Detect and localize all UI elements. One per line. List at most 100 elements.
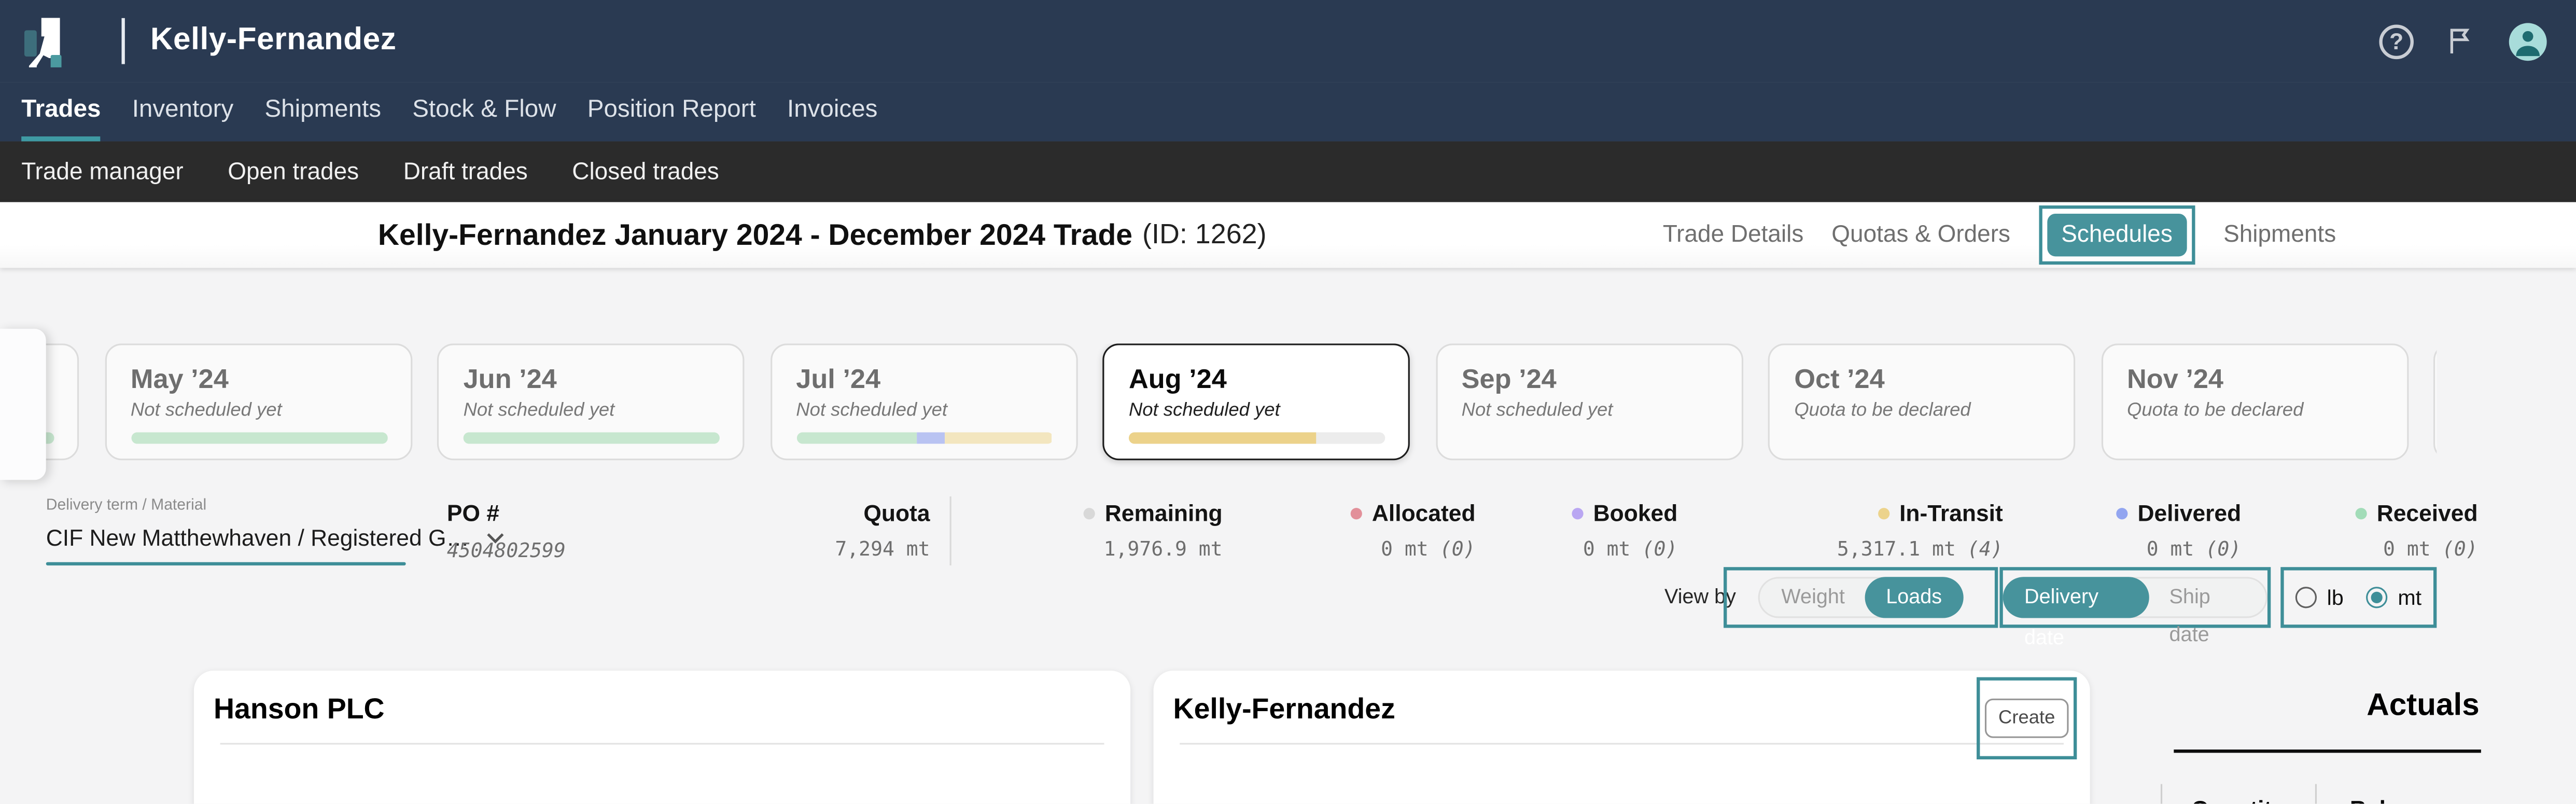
stat-label-row: Quota — [835, 500, 930, 526]
brand-divider — [121, 18, 124, 64]
month-label: Aug ’24 — [1128, 365, 1227, 395]
create-focus-ring: Create — [1977, 677, 2077, 759]
date-option-ship-date[interactable]: Ship date — [2169, 585, 2210, 646]
remaining-dot — [1083, 507, 1095, 519]
help-icon[interactable]: ? — [2379, 23, 2414, 59]
nav-item-stock-flow[interactable]: Stock & Flow — [412, 95, 556, 123]
delivered-dot — [2116, 507, 2128, 519]
select-value: CIF New Matthewhaven / Registered G… — [46, 524, 469, 551]
card-divider — [220, 743, 1104, 745]
stat-label-row: Booked — [1572, 500, 1677, 526]
month-card-jun-24[interactable]: Jun ’24 Not scheduled yet — [437, 343, 745, 461]
tab-focus-ring: Schedules — [2038, 205, 2196, 265]
month-card-nov-24[interactable]: Nov ’24 Quota to be declared — [2101, 343, 2408, 461]
create-button[interactable]: Create — [1985, 698, 2068, 738]
tab-trade-details[interactable]: Trade Details — [1662, 221, 1804, 248]
card-title: Hanson PLC — [213, 692, 385, 725]
carousel-left-edge[interactable] — [0, 328, 46, 480]
nav-item-invoices[interactable]: Invoices — [787, 95, 878, 123]
subnav-item-draft-trades[interactable]: Draft trades — [403, 158, 528, 185]
user-avatar[interactable] — [2509, 22, 2547, 60]
stats-divider — [949, 496, 951, 566]
stat-value: 7,294 mt — [835, 537, 930, 561]
tab-schedules-active[interactable]: Schedules — [2046, 213, 2188, 257]
month-card-aug-24[interactable]: Aug ’24 Not scheduled yet — [1102, 343, 1410, 461]
trade-tabs: Trade Details Quotas & Orders Schedules Shi… — [1663, 202, 2336, 268]
radio-label: mt — [2398, 585, 2422, 610]
top-bar: Kelly-Fernandez ? — [0, 0, 2576, 82]
stat-value: 1,976.9 mt — [1103, 537, 1223, 561]
month-label: Nov ’24 — [2127, 365, 2224, 395]
stat-label-row: Remaining — [1083, 500, 1223, 526]
stat-label: In-Transit — [1899, 500, 2003, 526]
radio-label: lb — [2327, 585, 2344, 610]
date-option-delivery-date[interactable]: Delivery date — [2003, 577, 2150, 649]
trade-name: Kelly-Fernandez January 2024 - December … — [377, 217, 1133, 251]
stat-value: 0 mt (0) — [1381, 537, 1476, 561]
stat-allocated: Allocated 0 mt (0) — [1350, 500, 1476, 561]
month-status: Quota to be declared — [2127, 401, 2304, 421]
stat-value: 0 mt (0) — [2146, 537, 2242, 561]
month-label: Sep ’24 — [1461, 365, 1557, 395]
month-status: Not scheduled yet — [130, 401, 282, 421]
stat-in-transit: In-Transit 5,317.1 mt (4) — [1837, 500, 2003, 560]
stat-label-row: Allocated — [1350, 500, 1476, 526]
delivery-term-material-select[interactable]: Delivery term / Material CIF New Matthew… — [46, 496, 503, 566]
stat-count: (0) — [1439, 537, 1476, 561]
nav-item-shipments[interactable]: Shipments — [264, 95, 382, 123]
subnav-item-trade-manager[interactable]: Trade manager — [21, 158, 184, 185]
brand-title: Kelly-Fernandez — [150, 23, 397, 58]
month-carousel: May ’24 Not scheduled yet Jun ’24 Not sched… — [0, 343, 2437, 478]
stat-count: (0) — [2205, 537, 2242, 561]
month-card-jul-24[interactable]: Jul ’24 Not scheduled yet — [769, 343, 1077, 461]
month-card-partial[interactable] — [2433, 343, 2437, 461]
flag-icon[interactable] — [2445, 25, 2477, 58]
tab-shipments[interactable]: Shipments — [2223, 221, 2336, 248]
unit-option-lb[interactable]: lb — [2295, 585, 2344, 610]
subnav-item-open-trades[interactable]: Open trades — [228, 158, 359, 185]
tab-quotas-orders[interactable]: Quotas & Orders — [1831, 221, 2011, 248]
booked-dot — [1572, 507, 1584, 519]
month-status: Quota to be declared — [1794, 401, 1971, 421]
subnav-item-closed-trades[interactable]: Closed trades — [572, 158, 719, 185]
counterparty-card-hanson: Hanson PLC — [193, 670, 1131, 804]
po-label: PO # — [446, 500, 500, 526]
month-card-oct-24[interactable]: Oct ’24 Quota to be declared — [1768, 343, 2076, 461]
stat-label: Quota — [863, 500, 930, 526]
bar-segment-green — [463, 432, 720, 444]
chevron-down-icon — [486, 532, 503, 543]
nav-item-inventory[interactable]: Inventory — [132, 95, 234, 123]
stat-remaining: Remaining 1,976.9 mt — [1083, 500, 1223, 561]
po-value: 4504802599 — [446, 539, 566, 562]
stat-value: 0 mt (0) — [1583, 537, 1678, 561]
view-option-loads[interactable]: Loads — [1864, 577, 1964, 618]
stat-value: 0 mt (0) — [2383, 537, 2478, 561]
month-card-may-24[interactable]: May ’24 Not scheduled yet — [104, 343, 412, 461]
po-number-block: PO # 4504802599 — [447, 500, 566, 562]
nav-item-trades[interactable]: Trades — [21, 82, 102, 142]
month-label: Jul ’24 — [796, 365, 881, 395]
trade-id: (ID: 1262) — [1142, 218, 1267, 250]
month-label: Oct ’24 — [1794, 365, 1885, 395]
bar-segment-gold — [1128, 432, 1316, 444]
received-dot — [2355, 507, 2367, 519]
stat-label-row: Received — [2355, 500, 2478, 526]
stat-count: (0) — [1642, 537, 1678, 561]
month-progress-bar — [130, 432, 387, 444]
person-icon — [2516, 30, 2540, 56]
bar-segment-green — [796, 432, 917, 444]
stat-delivered: Delivered 0 mt (0) — [2116, 500, 2242, 561]
month-progress-bar — [1128, 432, 1385, 444]
trade-title-bar: Kelly-Fernandez January 2024 - December … — [0, 202, 2576, 268]
in-transit-dot — [1878, 507, 1890, 519]
view-option-weight[interactable]: Weight — [1781, 585, 1845, 608]
card-divider — [1180, 743, 2064, 745]
month-card-sep-24[interactable]: Sep ’24 Not scheduled yet — [1435, 343, 1743, 461]
nav-item-position-report[interactable]: Position Report — [587, 95, 756, 123]
stat-value: 5,317.1 mt (4) — [1837, 537, 2003, 561]
unit-radio-group: lb mt — [2280, 567, 2437, 628]
stat-booked: Booked 0 mt (0) — [1572, 500, 1678, 561]
actuals-table-divider — [2160, 784, 2163, 804]
unit-option-mt[interactable]: mt — [2367, 585, 2421, 610]
